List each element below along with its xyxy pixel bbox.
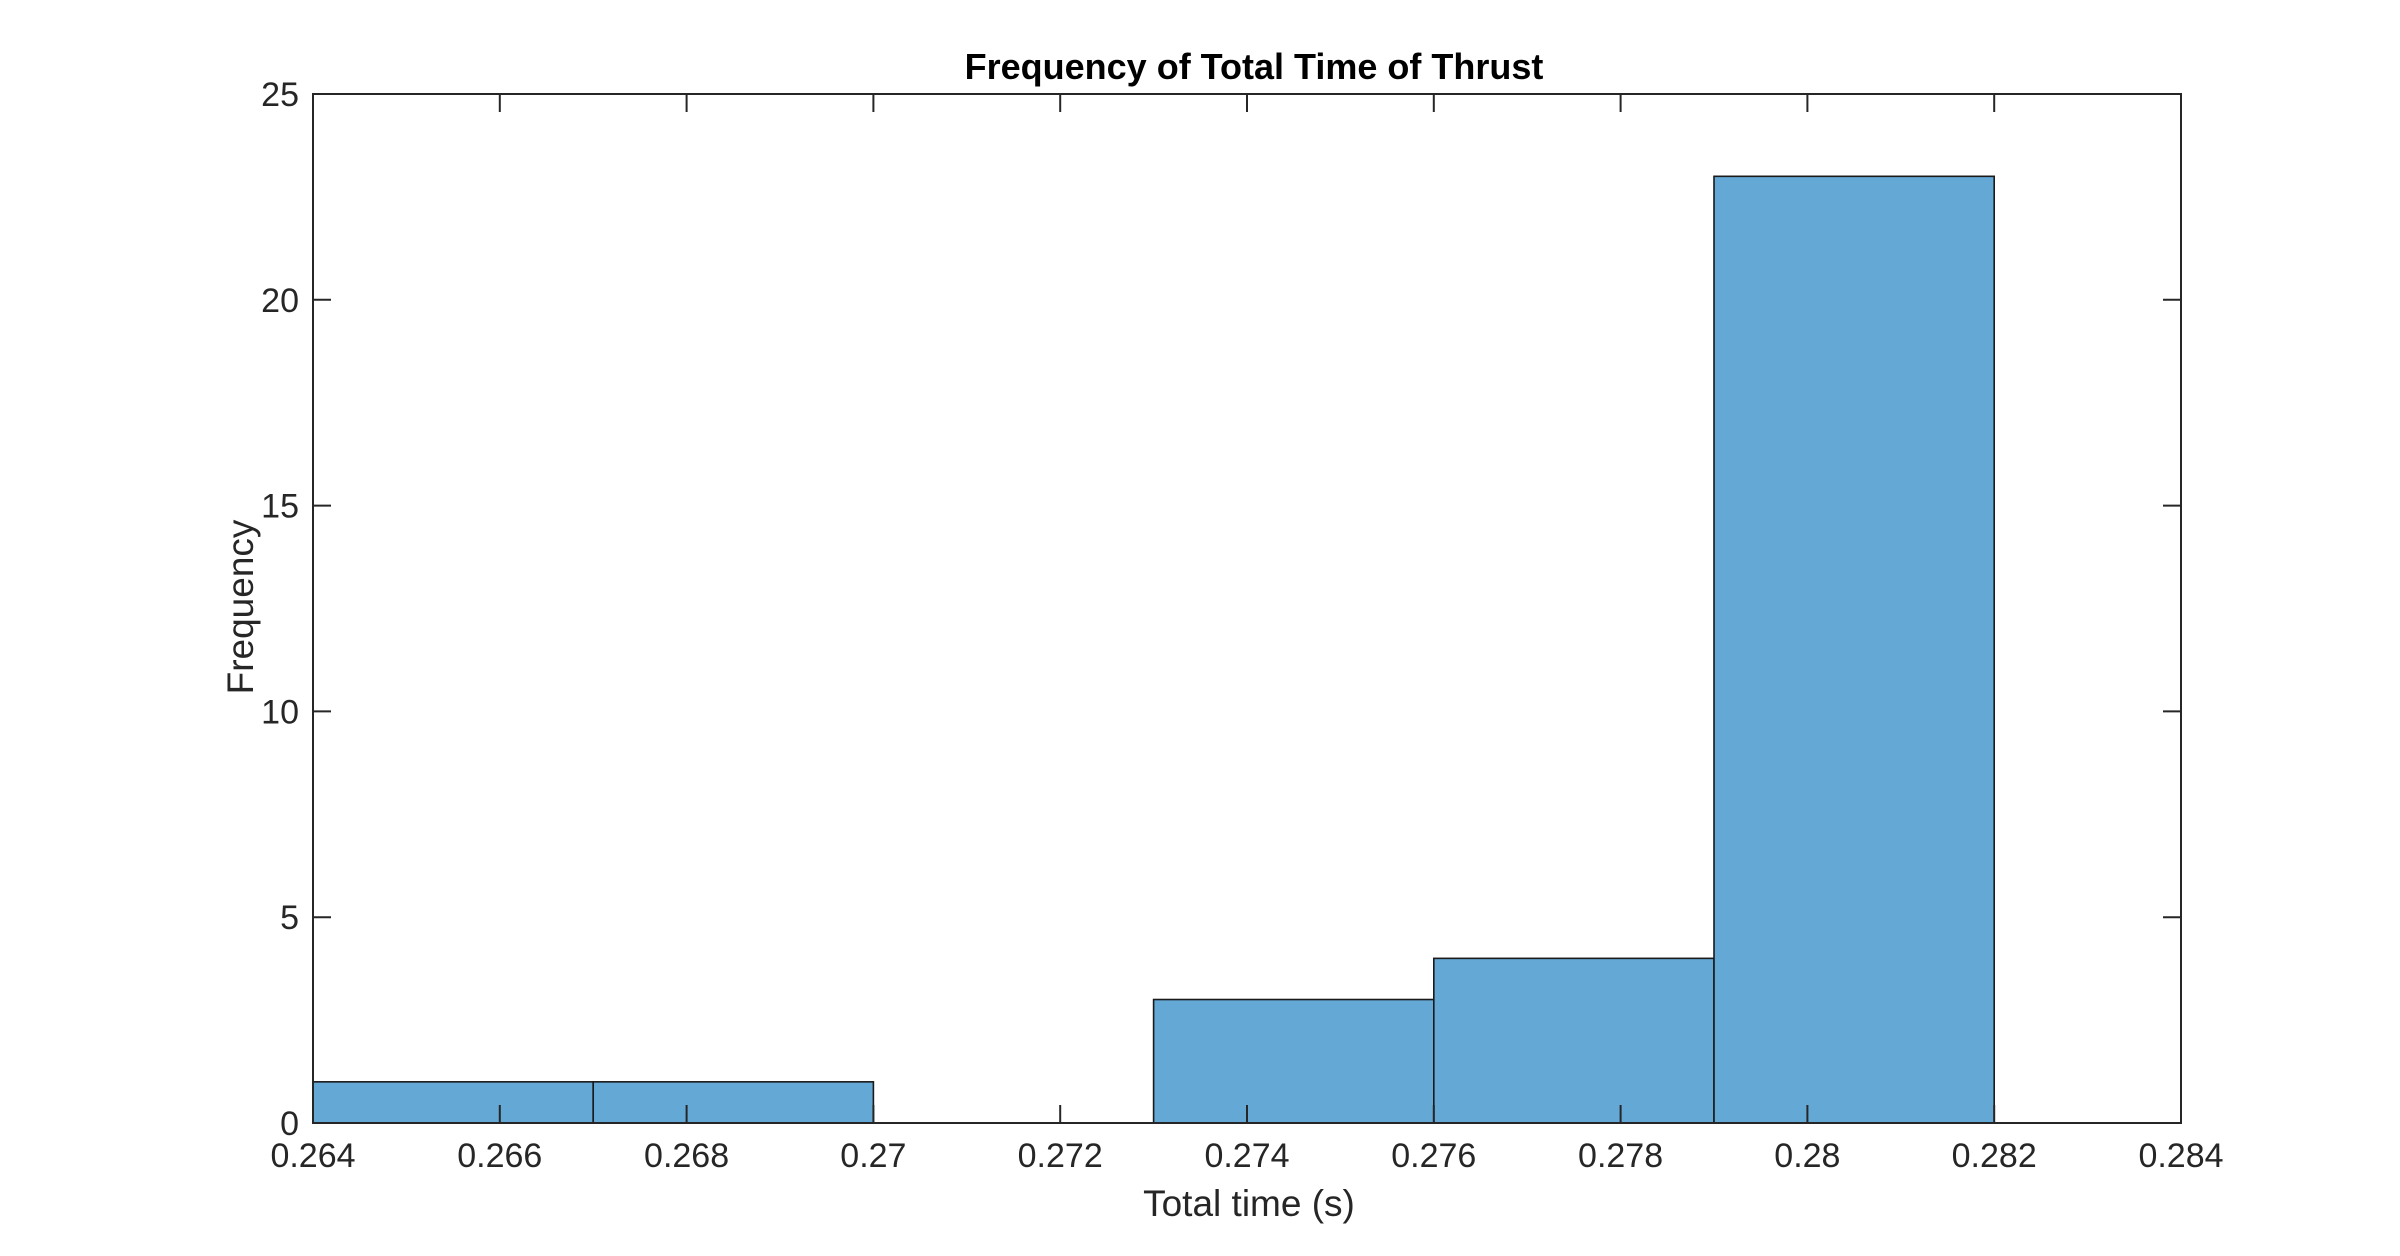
y-tick-label: 10 (261, 693, 299, 731)
histogram-bar (1152, 998, 1435, 1124)
histogram-bar (1433, 957, 1715, 1124)
x-tick-label: 0.272 (1018, 1137, 1103, 1175)
x-tick-label: 0.268 (644, 1137, 729, 1175)
x-tick-label: 0.266 (457, 1137, 542, 1175)
histogram-bar (592, 1081, 875, 1124)
histogram-bar (1713, 175, 1996, 1124)
x-tick-label: 0.27 (840, 1137, 906, 1175)
chart-title: Frequency of Total Time of Thrust (965, 46, 1544, 87)
x-tick-label: 0.264 (270, 1137, 355, 1175)
y-tick-label: 0 (280, 1105, 299, 1143)
y-axis-label: Frequency (220, 519, 261, 694)
ticks-group (312, 93, 2182, 1124)
x-tick-label: 0.284 (2138, 1137, 2223, 1175)
y-tick-labels: 0 5 10 15 20 25 (261, 76, 299, 1143)
x-tick-label: 0.274 (1204, 1137, 1289, 1175)
y-tick-label: 15 (261, 488, 299, 526)
x-tick-label: 0.282 (1952, 1137, 2037, 1175)
x-tick-label: 0.278 (1578, 1137, 1663, 1175)
x-tick-labels: 0.264 0.266 0.268 0.27 0.272 0.274 0.276 0.278 0… (270, 1137, 2223, 1175)
histogram-bar (312, 1081, 595, 1124)
x-tick-label: 0.28 (1774, 1137, 1840, 1175)
y-tick-label: 20 (261, 282, 299, 320)
y-tick-label: 5 (280, 899, 299, 937)
x-tick-label: 0.276 (1391, 1137, 1476, 1175)
x-axis-label: Total time (s) (1143, 1183, 1355, 1224)
bars-group (312, 175, 1996, 1124)
y-tick-label: 25 (261, 76, 299, 114)
